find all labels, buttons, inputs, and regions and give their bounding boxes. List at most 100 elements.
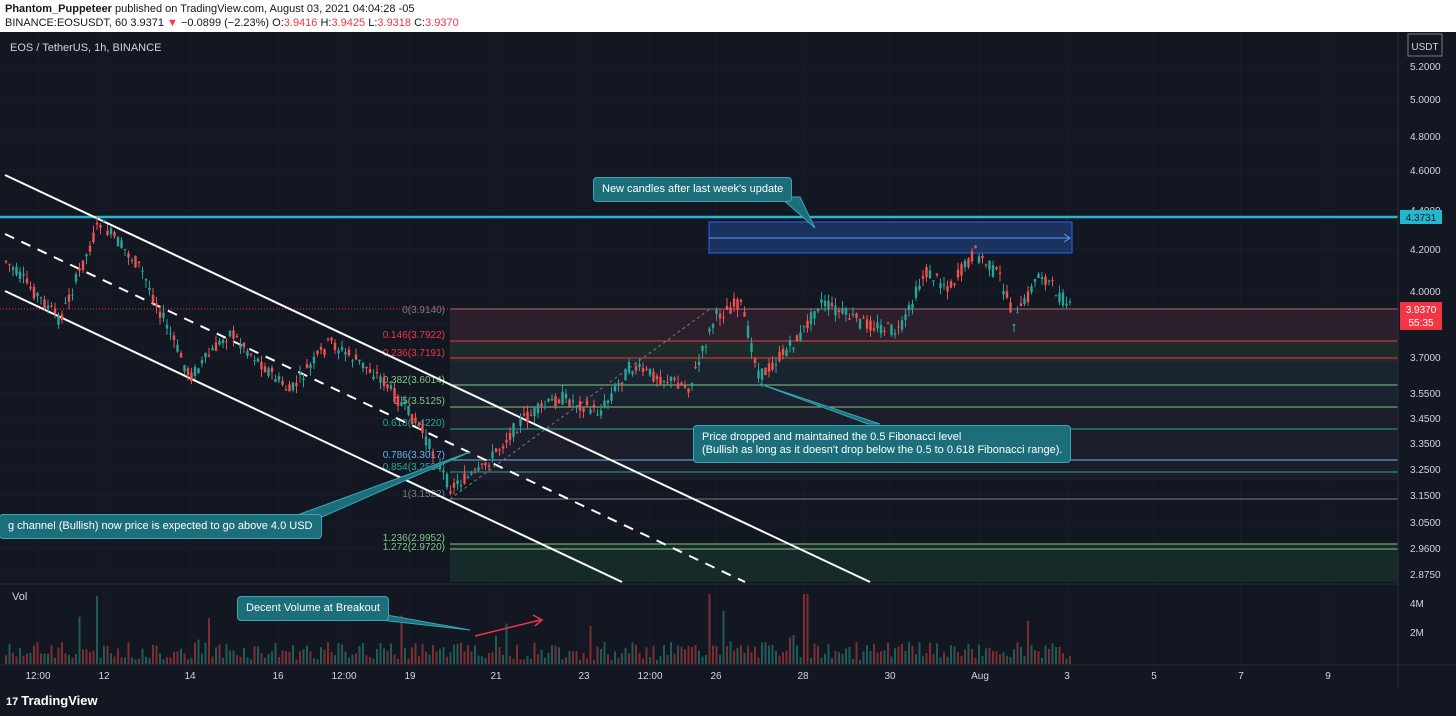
candle-body [81,260,85,271]
volume-bar [652,645,655,664]
candle-body [676,383,680,389]
candle-body [358,359,361,362]
price-tick: 5.2000 [1410,62,1441,73]
candle-body [442,470,445,473]
candle-body [162,312,165,318]
volume-bar [274,642,277,664]
callout-fib-note[interactable]: Price dropped and maintained the 0.5 Fib… [693,425,1072,463]
candle-body [239,344,242,349]
candle-body [368,369,372,373]
candle-body [1044,276,1047,285]
volume-bar [792,635,795,664]
volume-bar [733,650,735,664]
volume-bar [659,656,662,664]
candle-body [683,385,687,388]
volume-bar [442,646,445,664]
volume-bar [827,644,830,664]
bar-countdown: 55:35 [1408,318,1433,329]
candle-body [225,341,228,343]
candle-body [725,306,729,310]
volume-bar [932,654,935,664]
volume-bar [208,618,210,664]
volume-bar [981,655,984,664]
candle-body [256,358,260,362]
candle-body [102,220,106,222]
candle-body [830,302,834,307]
candle-body [855,313,858,319]
volume-bar [978,644,980,664]
fib-label: 0.382(3.6014) [383,375,445,386]
callout-volume[interactable]: Decent Volume at Breakout [237,596,389,621]
callout-text: g channel (Bullish) now price is expecte… [8,520,313,532]
descending-channel[interactable] [4,174,871,583]
volume-bar [901,644,903,664]
candle-body [851,314,855,316]
candle-body [277,376,281,381]
candle-body [169,333,172,335]
candle-body [456,480,459,485]
unit-badge[interactable] [1407,33,1443,57]
callout-text: (Bullish as long as it doesn't drop belo… [702,444,1063,456]
candle-body [53,308,57,314]
candle-body [918,285,921,290]
volume-bar [558,647,560,664]
price-chart[interactable]: 0(3.9140) 0.146(3.7922) 0.236(3.7191) 0.… [0,32,1456,688]
volume-bar [967,643,970,664]
volume-bar [40,653,42,664]
volume-bar [544,657,546,664]
candle-body [991,265,995,277]
candle-body [172,335,176,340]
candle-body [116,237,120,247]
volume-bar [33,645,35,664]
candle-body [228,330,232,337]
publish-info: published on TradingView.com, August 03,… [111,3,415,15]
candle-body [88,245,92,252]
candle-body [655,375,659,380]
candle-body [946,286,949,292]
volume-bar [624,647,627,664]
candle-body [746,325,750,338]
volume-bar [418,656,420,664]
candle-body [130,259,134,262]
volume-bar [992,650,994,664]
volume-legend[interactable]: Vol [12,591,28,603]
volume-bar [1065,658,1068,664]
volume-tick: 4M [1410,599,1424,610]
volume-bar [820,657,823,664]
time-axis[interactable]: 12:00 12 14 16 12:00 19 21 23 12:00 26 28 30 Aug 3 5 7 9 [25,671,1331,682]
candle-body [113,232,116,237]
tradingview-logo[interactable]: 17 TradingView [6,693,98,708]
volume-bar [824,653,826,664]
candle-body [781,349,785,356]
callout-new-candles[interactable]: New candles after last week's update [593,177,793,202]
price-tick: 4.2000 [1410,245,1441,256]
candle-body [897,326,900,328]
candle-body [305,364,309,369]
volume-bar [117,648,119,664]
candle-body [778,351,781,361]
candle-body [421,425,424,433]
candle-body [312,357,316,364]
volume-bar [229,650,231,664]
callout-channel[interactable]: g channel (Bullish) now price is expecte… [0,514,322,539]
symbol-legend[interactable]: EOS / TetherUS, 1h, BINANCE [10,42,162,54]
candle-body [232,330,235,339]
candle-body [106,230,109,236]
volume-bar [523,659,525,664]
candle-body [526,411,529,423]
author-name[interactable]: Phantom_Puppeteer [5,3,112,15]
candle-body [921,276,925,279]
candle-body [883,330,886,332]
volume-bar [761,642,763,664]
candle-body [480,463,484,465]
callout-pointer [759,383,881,425]
fib-label: 0.786(3.3017) [383,450,445,461]
volume-bar [789,637,791,664]
candle-body [519,418,522,426]
volume-bar [313,658,315,664]
candle-body [351,360,354,362]
candle-body [67,294,71,302]
candle-body [379,376,382,383]
candle-body [949,281,953,288]
last-price: 3.9371 [130,17,164,29]
